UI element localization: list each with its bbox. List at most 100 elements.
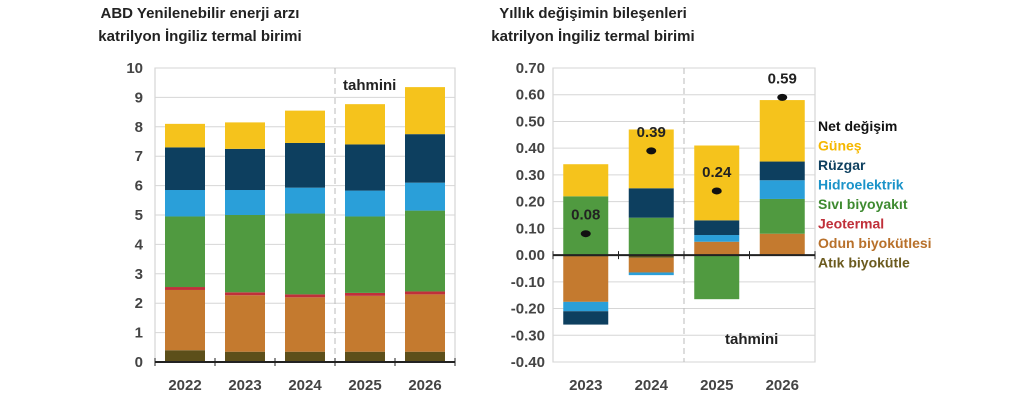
bar-segment-hidroelektrik bbox=[759, 180, 805, 199]
x-tick-label: 2022 bbox=[168, 377, 201, 394]
legend-item: Jeotermal bbox=[818, 216, 884, 232]
bar-segment-güneş bbox=[285, 110, 325, 143]
y-tick-label: 0.40 bbox=[516, 140, 545, 157]
y-tick-label: 0.10 bbox=[516, 220, 545, 237]
legend-item: Hidroelektrik bbox=[818, 177, 904, 193]
x-tick-label: 2023 bbox=[228, 377, 261, 394]
bar-segment-hidroelektrik bbox=[405, 182, 445, 211]
net-change-label: 0.39 bbox=[637, 124, 666, 141]
bar-segment-güneş bbox=[563, 164, 609, 197]
y-tick-label: 4 bbox=[135, 236, 144, 253]
bar-segment-güneş bbox=[225, 122, 265, 149]
bar-segment-atık-biyokütle bbox=[165, 350, 205, 362]
x-tick-label: 2024 bbox=[288, 377, 322, 394]
bar-segment-atık-biyokütle bbox=[225, 351, 265, 362]
right-chart-subtitle: katrilyon İngiliz termal birimi bbox=[491, 28, 694, 45]
y-tick-label: -0.10 bbox=[511, 274, 545, 291]
bar-segment-odun-biyokütlesi bbox=[285, 297, 325, 352]
bar-segment-sıvı-biyoyakıt bbox=[563, 196, 609, 256]
bar-segment-rüzgar bbox=[405, 134, 445, 183]
bar-segment-güneş bbox=[628, 129, 674, 189]
legend-item: Rüzgar bbox=[818, 157, 866, 173]
legend-item: Odun biyokütlesi bbox=[818, 235, 932, 251]
bar-segment-rüzgar bbox=[563, 311, 609, 325]
net-change-label: 0.59 bbox=[768, 70, 797, 87]
bar-segment-rüzgar bbox=[759, 161, 805, 181]
left-chart: 0 1 2 3 4 5 6 7 8 9 10 2022 2023 2024 2025 2026 tahmini bbox=[126, 60, 456, 394]
y-tick-label: -0.30 bbox=[511, 327, 545, 344]
y-tick-label: 1 bbox=[135, 325, 143, 342]
net-change-marker bbox=[711, 187, 722, 195]
y-tick-label: -0.40 bbox=[511, 354, 545, 371]
bar-segment-güneş bbox=[694, 145, 740, 221]
bar-segment-odun-biyokütlesi bbox=[759, 233, 805, 256]
bar-segment-jeotermal bbox=[345, 292, 385, 296]
bar-segment-rüzgar bbox=[225, 148, 265, 191]
bar-segment-sıvı-biyoyakıt bbox=[694, 255, 740, 300]
net-change-marker bbox=[580, 230, 591, 238]
y-tick-label: 8 bbox=[135, 119, 143, 136]
legend-item: Atık biyokütle bbox=[818, 255, 910, 271]
bar-segment-rüzgar bbox=[694, 220, 740, 236]
bar-segment-rüzgar bbox=[628, 188, 674, 218]
bar-segment-odun-biyokütlesi bbox=[165, 289, 205, 351]
y-tick-label: 7 bbox=[135, 148, 143, 165]
legend-item: Güneş bbox=[818, 138, 862, 154]
bar-segment-hidroelektrik bbox=[285, 187, 325, 214]
bar-segment-sıvı-biyoyakıt bbox=[285, 213, 325, 295]
legend-item: Net değişim bbox=[818, 118, 897, 134]
net-change-marker bbox=[646, 147, 657, 155]
left-chart-title: ABD Yenilenebilir enerji arzı bbox=[101, 5, 300, 22]
y-tick-label: 0.50 bbox=[516, 113, 545, 130]
y-tick-label: 10 bbox=[126, 60, 143, 77]
y-tick-label: 0.30 bbox=[516, 167, 545, 184]
y-tick-label: 0.60 bbox=[516, 87, 545, 104]
bar-segment-güneş bbox=[345, 104, 385, 145]
bar-segment-hidroelektrik bbox=[165, 190, 205, 217]
bar-segment-odun-biyokütlesi bbox=[628, 257, 674, 273]
bar-segment-hidroelektrik bbox=[628, 272, 674, 276]
y-tick-label: 5 bbox=[135, 207, 143, 224]
net-change-label: 0.24 bbox=[702, 164, 732, 181]
y-tick-label: 9 bbox=[135, 89, 143, 106]
net-change-label: 0.08 bbox=[571, 207, 600, 224]
bar-segment-rüzgar bbox=[285, 142, 325, 188]
legend: Net değişim Güneş Rüzgar Hidroelektrik Sıvı … bbox=[818, 118, 932, 271]
bar-segment-atık-biyokütle bbox=[405, 351, 445, 362]
bar-segment-güneş bbox=[165, 123, 205, 148]
bar-segment-sıvı-biyoyakıt bbox=[345, 216, 385, 293]
y-tick-label: 0.00 bbox=[516, 247, 545, 264]
y-tick-label: 3 bbox=[135, 266, 143, 283]
y-tick-label: 0 bbox=[135, 354, 143, 371]
bar-segment-jeotermal bbox=[405, 291, 445, 295]
bar-segment-rüzgar bbox=[345, 144, 385, 191]
bar-segment-atık-biyokütle bbox=[285, 351, 325, 362]
bar-segment-sıvı-biyoyakıt bbox=[759, 198, 805, 234]
bar-segment-sıvı-biyoyakıt bbox=[225, 215, 265, 293]
bar-segment-güneş bbox=[759, 100, 805, 162]
y-tick-label: 6 bbox=[135, 178, 143, 195]
bar-segment-hidroelektrik bbox=[694, 235, 740, 242]
bar-segment-odun-biyokütlesi bbox=[345, 295, 385, 352]
y-tick-label: 0.70 bbox=[516, 60, 545, 77]
legend-item: Sıvı biyoyakıt bbox=[818, 196, 908, 212]
y-tick-label: -0.20 bbox=[511, 301, 545, 318]
x-tick-label: 2026 bbox=[766, 377, 799, 394]
bar-segment-odun-biyokütlesi bbox=[405, 294, 445, 352]
bar-segment-jeotermal bbox=[225, 292, 265, 296]
bar-segment-odun-biyokütlesi bbox=[225, 295, 265, 352]
x-tick-label: 2023 bbox=[569, 377, 602, 394]
right-chart: -0.40 -0.30 -0.20 -0.10 0.00 0.10 0.20 0.30 0.40… bbox=[511, 60, 816, 394]
x-tick-label: 2024 bbox=[635, 377, 669, 394]
bar-segment-rüzgar bbox=[165, 147, 205, 191]
forecast-label: tahmini bbox=[725, 331, 778, 348]
forecast-label: tahmini bbox=[343, 77, 396, 94]
y-tick-label: 0.20 bbox=[516, 194, 545, 211]
bar-segment-odun-biyokütlesi bbox=[694, 241, 740, 256]
left-chart-subtitle: katrilyon İngiliz termal birimi bbox=[98, 28, 301, 45]
bar-segment-sıvı-biyoyakıt bbox=[165, 216, 205, 288]
bar-segment-hidroelektrik bbox=[563, 301, 609, 312]
bar-segment-sıvı-biyoyakıt bbox=[405, 210, 445, 292]
bar-segment-sıvı-biyoyakıt bbox=[628, 217, 674, 256]
